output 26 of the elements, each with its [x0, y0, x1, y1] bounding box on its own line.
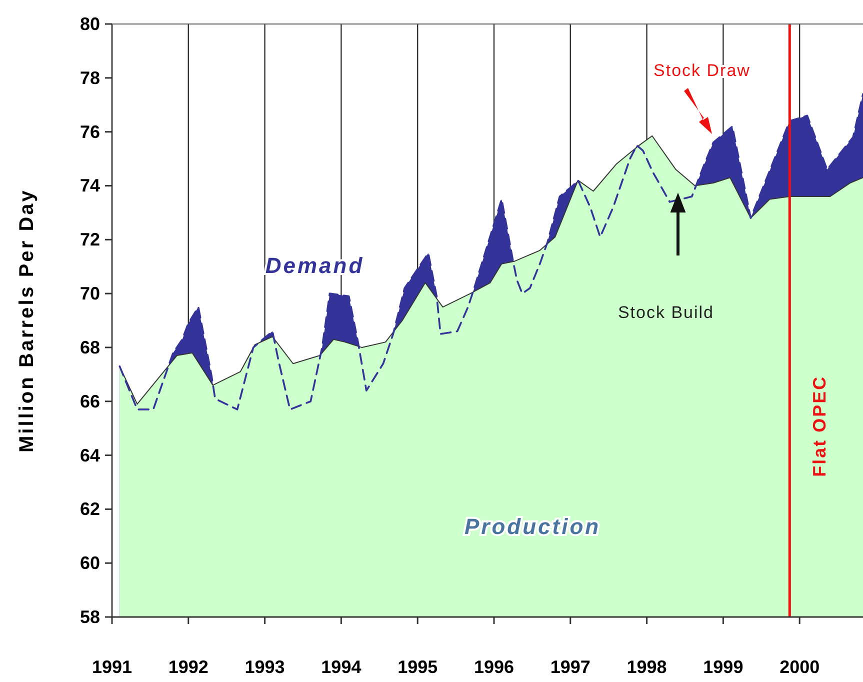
series-label: Production: [464, 514, 601, 539]
y-tick-label: 78: [80, 68, 100, 88]
y-tick-label: 58: [80, 607, 100, 627]
x-tick-label: 1996: [474, 657, 514, 677]
y-tick-label: 72: [80, 230, 100, 250]
x-tick-label: 1995: [398, 657, 438, 677]
y-tick-label: 62: [80, 499, 100, 520]
y-tick-label: 64: [80, 445, 100, 466]
y-tick-label: 74: [80, 176, 100, 196]
x-tick-label: 1997: [550, 657, 590, 677]
y-tick-label: 60: [80, 553, 100, 574]
x-tick-label: 1999: [703, 657, 744, 677]
x-tick-label: 2000: [780, 657, 820, 677]
x-tick-label: 1998: [626, 657, 667, 677]
y-tick-label: 68: [80, 337, 100, 358]
annotation: Stock Build: [618, 303, 714, 322]
y-tick-label: 70: [80, 284, 100, 304]
y-axis-title: Million Barrels Per Day: [16, 188, 38, 452]
ref-line-label: Flat OPEC: [810, 375, 830, 477]
x-tick-label: 1993: [244, 657, 285, 677]
y-tick-label: 66: [80, 391, 100, 412]
x-tick-label: 1991: [92, 657, 132, 677]
x-tick-label: 1992: [168, 657, 208, 677]
y-tick-label: 76: [80, 122, 100, 142]
y-tick-label: 80: [80, 14, 100, 34]
x-tick-label: 1994: [321, 657, 362, 677]
